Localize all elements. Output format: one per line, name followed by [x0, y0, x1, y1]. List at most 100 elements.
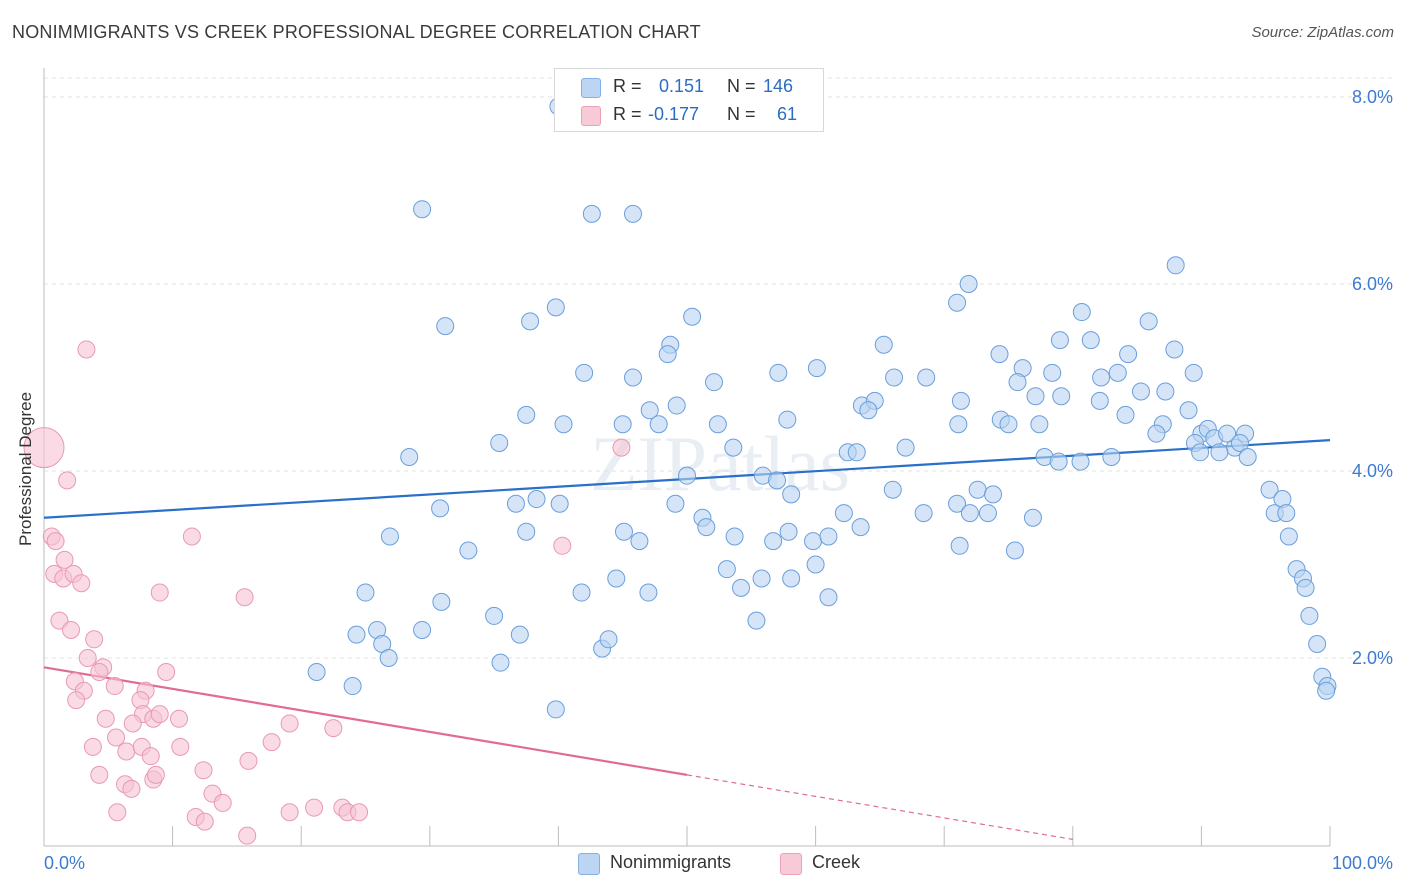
data-point — [413, 620, 432, 639]
series-creek — [23, 340, 631, 845]
data-point — [1179, 401, 1198, 420]
r-value: -0.177 — [648, 104, 700, 124]
data-point — [235, 588, 254, 607]
data-point — [77, 340, 96, 359]
legend-swatch-pink — [581, 106, 601, 126]
data-point — [491, 653, 510, 672]
source-label: Source: ZipAtlas.com — [1251, 24, 1394, 41]
y-axis-title: Professional Degree — [16, 391, 35, 546]
data-point — [1296, 578, 1315, 597]
data-point — [305, 798, 324, 817]
legend-label: Creek — [812, 852, 861, 872]
data-point — [984, 485, 1003, 504]
data-point — [521, 312, 540, 331]
data-point — [572, 583, 591, 602]
data-point — [948, 293, 967, 312]
data-point — [990, 345, 1009, 364]
data-point — [778, 410, 797, 429]
data-point — [350, 803, 369, 822]
data-point — [708, 415, 727, 434]
data-point — [1043, 363, 1062, 382]
legend-label: Nonimmigrants — [610, 852, 732, 872]
data-point — [851, 518, 870, 537]
data-point — [90, 663, 109, 682]
data-point — [639, 583, 658, 602]
data-point — [683, 307, 702, 326]
data-point — [1277, 504, 1296, 523]
data-point — [517, 522, 536, 541]
data-point — [400, 447, 419, 466]
watermark: ZIPatlas — [590, 420, 850, 507]
data-point — [896, 438, 915, 457]
data-point — [666, 494, 685, 513]
data-point — [150, 583, 169, 602]
data-point — [1008, 373, 1027, 392]
data-point — [1049, 452, 1068, 471]
data-point — [58, 471, 77, 490]
tick-labels: 2.0% 4.0% 6.0% 8.0% 0.0% 100.0% — [44, 87, 1393, 873]
data-point — [769, 363, 788, 382]
data-point — [527, 490, 546, 509]
r-label: R = — [613, 104, 642, 124]
legend-row-nonimmigrants: R = 0.151 N = 146 — [555, 73, 823, 101]
data-point — [105, 677, 124, 696]
data-point — [554, 415, 573, 434]
data-point — [1166, 256, 1185, 275]
data-point — [999, 415, 1018, 434]
data-point — [613, 415, 632, 434]
data-point — [280, 714, 299, 733]
data-point — [623, 204, 642, 223]
data-point — [307, 663, 326, 682]
x-tick-label: 0.0% — [44, 853, 85, 873]
n-value: 146 — [763, 76, 794, 96]
data-point — [1023, 508, 1042, 527]
trend-extension-creek — [686, 774, 1073, 840]
data-point — [612, 438, 631, 457]
data-point — [1165, 340, 1184, 359]
n-value: 61 — [777, 104, 798, 124]
data-point — [1026, 387, 1045, 406]
r-label: R = — [613, 76, 642, 96]
data-point — [640, 401, 659, 420]
data-point — [1279, 527, 1298, 546]
data-point — [72, 574, 91, 593]
data-point — [1147, 424, 1166, 443]
y-tick-label: 2.0% — [1352, 648, 1393, 668]
n-label: N = — [727, 76, 756, 96]
y-tick-label: 4.0% — [1352, 461, 1393, 481]
series-nonimmigrants — [307, 97, 1337, 719]
data-point — [108, 803, 127, 822]
data-point — [1092, 368, 1111, 387]
data-point — [819, 527, 838, 546]
data-point — [951, 391, 970, 410]
data-point — [517, 405, 536, 424]
data-point — [1071, 452, 1090, 471]
data-point — [343, 677, 362, 696]
data-point — [213, 793, 232, 812]
data-point — [107, 728, 126, 747]
data-point — [413, 200, 432, 219]
data-point — [553, 536, 572, 555]
data-point — [83, 737, 102, 756]
data-point — [1131, 382, 1150, 401]
data-point — [667, 396, 686, 415]
data-point — [546, 700, 565, 719]
data-point — [436, 317, 455, 336]
data-point — [807, 359, 826, 378]
r-value: 0.151 — [659, 76, 705, 96]
data-point — [623, 368, 642, 387]
data-point — [959, 275, 978, 293]
data-point — [490, 433, 509, 452]
data-point — [724, 438, 743, 457]
data-point — [1300, 606, 1319, 625]
data-point — [431, 499, 450, 518]
data-point — [806, 555, 825, 574]
data-point — [1102, 447, 1121, 466]
data-point — [146, 765, 165, 784]
data-point — [380, 527, 399, 546]
data-point — [847, 443, 866, 462]
data-point — [55, 550, 74, 569]
data-point — [819, 588, 838, 607]
data-point — [717, 560, 736, 579]
data-point — [1139, 312, 1158, 331]
